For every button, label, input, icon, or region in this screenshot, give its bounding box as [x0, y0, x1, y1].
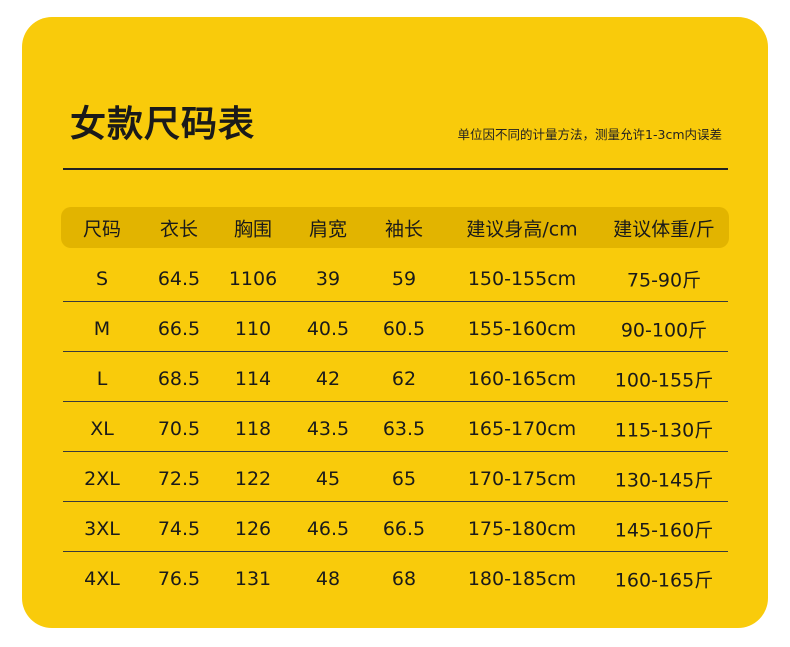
table-cell: 39 [315, 268, 341, 290]
table-cell: 68.5 [157, 368, 201, 390]
table-cell: 2XL [84, 468, 120, 490]
table-cell: 122 [234, 468, 272, 490]
column-header: 衣长 [159, 218, 199, 241]
table-cell: 160-165cm [467, 368, 577, 390]
title: 女款尺码表 [70, 104, 256, 145]
row-separator [63, 551, 728, 552]
row-separator [63, 351, 728, 352]
table-cell: 48 [315, 568, 341, 590]
table-cell: 175-180cm [467, 518, 577, 540]
table-cell: 115-130斤 [614, 419, 714, 442]
row-separator [63, 401, 728, 402]
table-cell: 42 [315, 368, 341, 390]
table-cell: 64.5 [157, 268, 201, 290]
row-separator [63, 451, 728, 452]
table-cell: 45 [315, 468, 341, 490]
table-cell: 63.5 [382, 418, 426, 440]
table-cell: 72.5 [157, 468, 201, 490]
table-cell: 145-160斤 [614, 519, 714, 542]
table-cell: 3XL [84, 518, 120, 540]
table-cell: 60.5 [382, 318, 426, 340]
table-cell: 59 [391, 268, 417, 290]
table-cell: 43.5 [306, 418, 350, 440]
table-cell: 76.5 [157, 568, 201, 590]
column-header: 建议体重/斤 [613, 218, 715, 241]
card [22, 17, 768, 628]
table-cell: S [95, 268, 109, 290]
table-cell: 40.5 [306, 318, 350, 340]
table-cell: 75-90斤 [626, 269, 702, 292]
row-separator [63, 501, 728, 502]
table-cell: 165-170cm [467, 418, 577, 440]
table-cell: 180-185cm [467, 568, 577, 590]
table-cell: M [93, 318, 111, 340]
table-cell: 70.5 [157, 418, 201, 440]
table-cell: 118 [234, 418, 272, 440]
divider [63, 168, 728, 170]
table-cell: XL [90, 418, 114, 440]
column-header: 建议身高/cm [466, 218, 578, 241]
table-cell: 46.5 [306, 518, 350, 540]
table-cell: 4XL [84, 568, 120, 590]
table-cell: 130-145斤 [614, 469, 714, 492]
table-header-bg [61, 207, 729, 248]
table-cell: 90-100斤 [620, 319, 708, 342]
column-header: 尺码 [82, 218, 122, 241]
table-cell: 74.5 [157, 518, 201, 540]
table-cell: 65 [391, 468, 417, 490]
table-cell: L [96, 368, 108, 390]
column-header: 肩宽 [308, 218, 348, 241]
table-cell: 150-155cm [467, 268, 577, 290]
table-cell: 66.5 [157, 318, 201, 340]
table-cell: 114 [234, 368, 272, 390]
table-cell: 160-165斤 [614, 569, 714, 592]
table-cell: 110 [234, 318, 272, 340]
table-cell: 68 [391, 568, 417, 590]
table-cell: 66.5 [382, 518, 426, 540]
column-header: 胸围 [233, 218, 273, 241]
column-header: 袖长 [384, 218, 424, 241]
note: 单位因不同的计量方法，测量允许1-3cm内误差 [457, 127, 722, 142]
table-cell: 62 [391, 368, 417, 390]
table-cell: 155-160cm [467, 318, 577, 340]
table-cell: 1106 [228, 268, 278, 290]
row-separator [63, 301, 728, 302]
table-cell: 126 [234, 518, 272, 540]
table-cell: 131 [234, 568, 272, 590]
table-cell: 170-175cm [467, 468, 577, 490]
table-cell: 100-155斤 [614, 369, 714, 392]
